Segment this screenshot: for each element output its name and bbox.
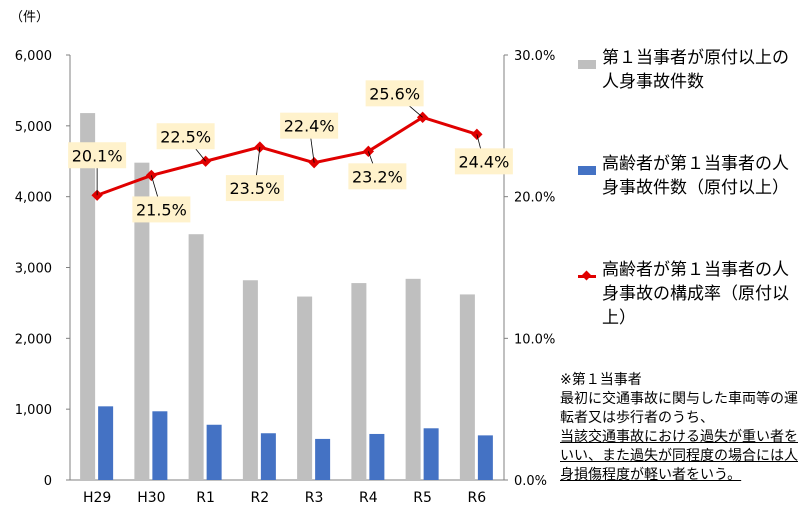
footnote-line2: 当該交通事故における過失が重い者をいい、また過失が同程度の場合には人身損傷程度が… (560, 429, 798, 483)
bar-elderly-accidents (152, 411, 168, 480)
y-left-tick-label: 3,000 (15, 262, 52, 277)
bar-total-accidents (405, 278, 421, 480)
footnote: ※第１当事者 最初に交通事故に関与した車両等の運転者又は歩行者のうち、 当該交通… (560, 371, 800, 485)
y-right-tick-label: 20.0% (514, 191, 555, 206)
data-label: 21.5% (136, 200, 187, 219)
legend-swatch-blue-bar (578, 166, 596, 175)
x-tick-label: R3 (305, 490, 324, 506)
data-label-box (68, 142, 127, 169)
y-right-tick-label: 0.0% (514, 474, 547, 489)
legend-swatch-red-line (578, 275, 596, 278)
data-label-box (348, 163, 407, 190)
data-label-box (365, 80, 424, 107)
bar-elderly-accidents (477, 435, 493, 480)
bar-total-accidents (459, 294, 475, 480)
data-label-box (132, 196, 191, 223)
data-label: 22.5% (160, 127, 211, 146)
legend-swatch-gray-bar (578, 60, 596, 69)
data-label-box (225, 175, 284, 202)
bar-total-accidents (242, 280, 258, 480)
x-tick-label: R6 (468, 490, 487, 506)
data-label-box (454, 148, 513, 175)
x-tick-label: R4 (359, 490, 378, 506)
bar-elderly-accidents (260, 433, 276, 480)
data-label: 20.1% (72, 146, 123, 165)
bar-elderly-accidents (369, 433, 385, 480)
bar-total-accidents (351, 283, 367, 480)
bar-total-accidents (297, 296, 313, 480)
y-axis-unit-label: （件） (10, 10, 50, 25)
y-left-tick-label: 4,000 (15, 191, 52, 206)
y-left-tick-label: 2,000 (15, 332, 52, 347)
y-left-tick-label: 0 (44, 474, 52, 489)
data-label: 24.4% (458, 152, 509, 171)
bar-elderly-accidents (206, 424, 222, 480)
footnote-title: ※第１当事者 (560, 372, 642, 388)
bar-total-accidents (80, 113, 96, 480)
bar-total-accidents (188, 234, 204, 480)
legend-label-total-accidents: 第１当事者が原付以上の人身事故件数 (602, 48, 789, 92)
line-elderly-ratio (96, 115, 478, 197)
y-right-tick-label: 10.0% (514, 332, 555, 347)
data-label-box (280, 112, 339, 139)
data-label-box (156, 123, 215, 150)
y-left-tick-label: 1,000 (15, 403, 52, 418)
x-tick-label: H29 (83, 490, 111, 506)
bar-total-accidents (134, 162, 150, 480)
bar-elderly-accidents (98, 406, 114, 480)
data-label: 23.2% (352, 167, 403, 186)
footnote-line1: 最初に交通事故に関与した車両等の運転者又は歩行者のうち、 (560, 391, 798, 426)
y-right-tick-label: 30.0% (514, 49, 555, 64)
x-tick-label: R5 (413, 490, 432, 506)
bar-elderly-accidents (315, 438, 331, 480)
data-label: 23.5% (229, 179, 280, 198)
bar-elderly-accidents (423, 428, 439, 480)
data-label: 22.4% (284, 117, 335, 136)
legend-label-elderly-ratio: 高齢者が第１当事者の人身事故の構成率（原付以上） (602, 260, 789, 328)
y-left-tick-label: 5,000 (15, 120, 52, 135)
x-tick-label: R2 (251, 490, 270, 506)
x-tick-label: H30 (137, 490, 165, 506)
data-label: 25.6% (369, 84, 420, 103)
legend-label-elderly-accidents: 高齢者が第１当事者の人身事故件数（原付以上） (602, 154, 789, 198)
y-left-tick-label: 6,000 (15, 49, 52, 64)
x-tick-label: R1 (196, 490, 215, 506)
